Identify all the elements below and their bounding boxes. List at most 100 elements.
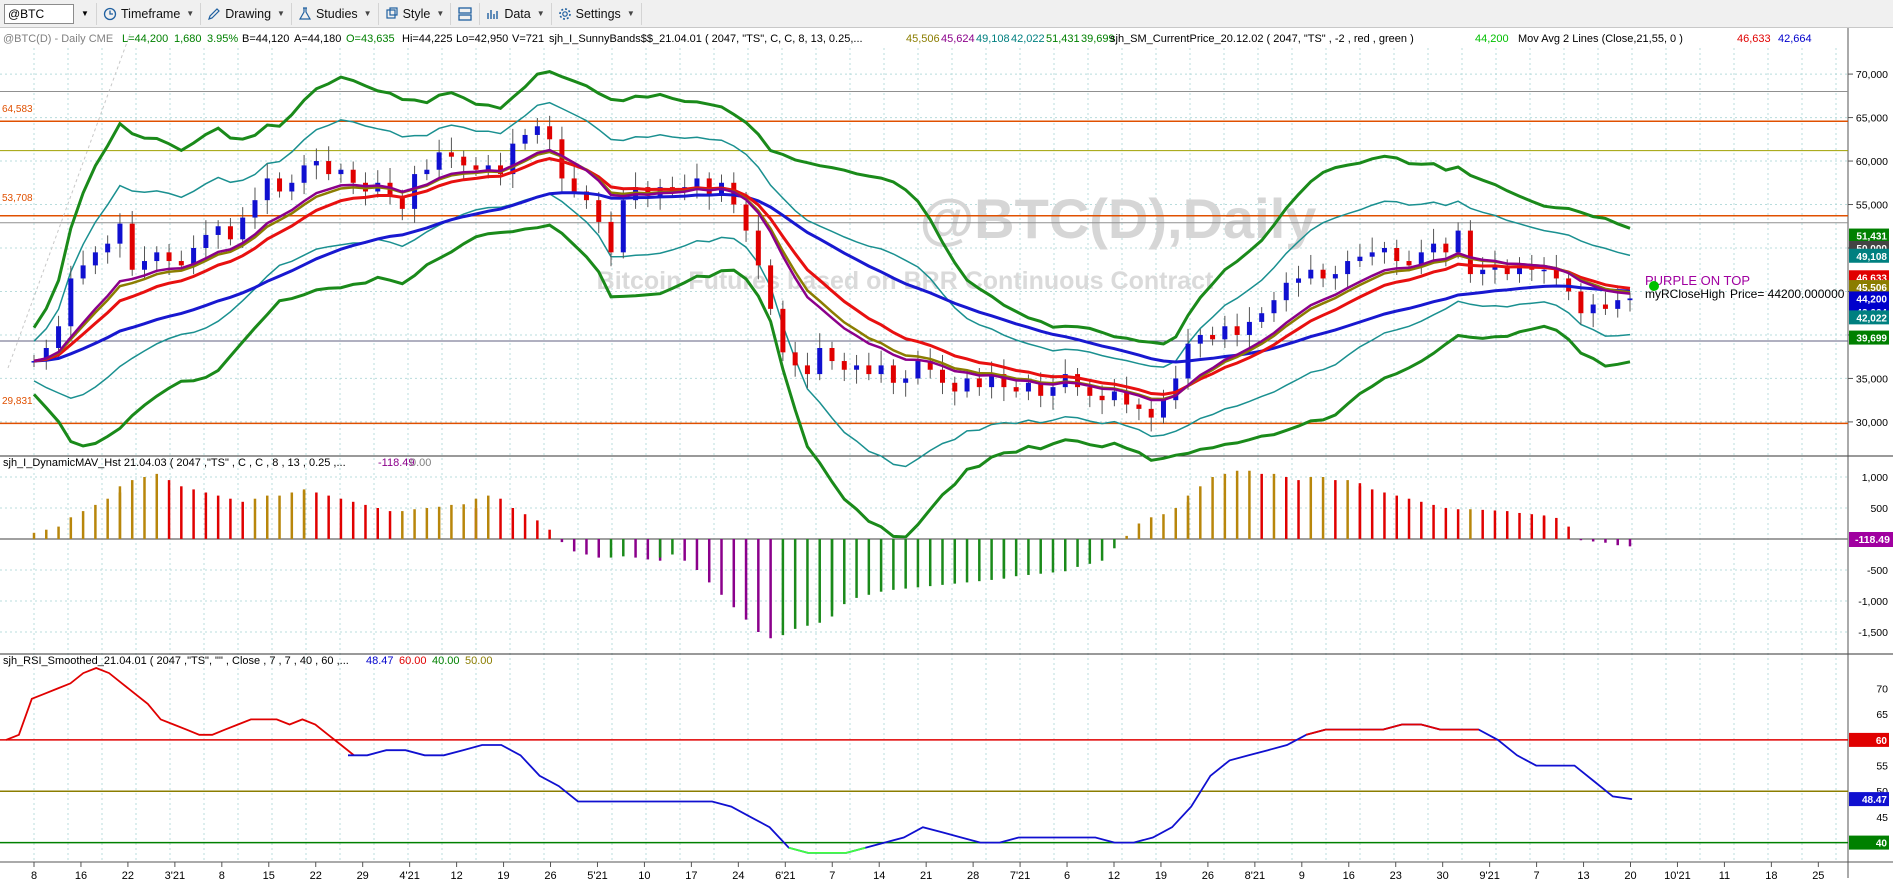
candle-body [313,161,319,166]
data-button[interactable]: Data ▼ [480,2,552,25]
histogram-last-badge-text: -118.49 [1855,534,1890,546]
candle-body [976,378,982,388]
candle-body [240,217,246,240]
rsi-lines [0,667,1848,854]
status-ask: A=44,180 [294,33,341,45]
candle-body [1001,374,1007,388]
price-badge-text: 42,022 [1856,313,1887,324]
ma-slow-line [33,191,1631,364]
candle-body [301,165,307,183]
candle-body [277,178,283,192]
candle-body [1418,252,1424,266]
date-label: 15 [263,870,275,882]
candle-body [596,200,602,222]
line-label-mid: 53,708 [2,193,33,204]
candle-body [694,178,700,188]
candle-body [620,200,626,253]
price-badge-text: 51,431 [1856,232,1887,243]
settings-label: Settings [575,6,621,21]
status-pct: 3.95% [207,33,238,45]
date-label: 21 [920,870,932,882]
price-pane[interactable] [0,28,1848,456]
current-price-label: myRCloseHigh [1645,287,1725,301]
candle-body [1615,300,1621,309]
date-label: 13 [1577,870,1589,882]
candle-body [1541,269,1547,272]
studies-button[interactable]: Studies ▼ [292,2,379,25]
candle-body [583,191,589,201]
date-label: 8'21 [1245,870,1265,882]
study3-value: 46,633 [1737,33,1771,45]
candle-body [903,378,909,383]
drawing-button[interactable]: Drawing ▼ [201,2,292,25]
study3-name: Mov Avg 2 Lines (Close,21,55, 0 ) [1518,33,1683,45]
date-label: 19 [497,870,509,882]
histogram-last-badge [1849,532,1893,547]
rsi-tick-label: 65 [1876,709,1888,721]
candle-body [117,223,123,244]
date-label: 30 [1437,870,1449,882]
rsi-tick-label: 45 [1876,812,1888,824]
candle-body [1271,300,1277,314]
date-label: 10'21 [1664,870,1691,882]
candle-body [1517,265,1523,275]
status-last: L=44,200 [122,33,168,45]
status-high: Hi=44,225 [402,33,452,45]
style-button[interactable]: Style ▼ [379,2,452,25]
candle-body [952,382,958,392]
chart-canvas[interactable]: @BTC(D),Daily Bitcoin Futures based on B… [0,28,1893,883]
candle-body [1246,321,1252,335]
date-label: 12 [450,870,462,882]
candle-body [92,252,98,266]
study1-values: 45,506 45,624 49,108 42,022 51,431 39,699 [906,33,1115,45]
date-label: 7 [1534,870,1540,882]
rsi-line-oversold [788,846,866,854]
candle-body [1394,248,1400,262]
price-badge-text: 46,633 [1856,273,1887,284]
candle-body [1148,408,1154,418]
candle-body [1111,391,1117,401]
caret-icon: ▼ [436,9,445,18]
candle-body [571,178,577,192]
candle-body [1173,378,1179,401]
histogram-axis[interactable]: 1,0005000-500-1,000-1,500 [1858,472,1888,639]
date-label: 11 [1719,870,1730,882]
price-tick-label: 35,000 [1856,373,1888,385]
symbol-input[interactable]: @BTC [4,3,74,24]
date-label: 6'21 [775,870,795,882]
study1-value: 51,431 [1046,33,1080,45]
candle-body [608,221,614,253]
candle-body [1075,374,1081,388]
settings-button[interactable]: Settings ▼ [552,2,642,25]
date-label: 28 [967,870,979,882]
candle-body [412,174,418,209]
purple-on-top-label: PURPLE ON TOP [1645,273,1750,288]
candle-body [141,261,147,270]
symbol-text: @BTC [8,6,45,21]
layout-button[interactable] [451,2,481,25]
candle-body [743,204,749,231]
rsi-value: 40.00 [432,655,460,667]
timeframe-label: Timeframe [121,6,181,21]
date-label: 17 [685,870,697,882]
date-label: 14 [873,870,885,882]
candle-body [890,365,896,383]
symbol-dropdown-button[interactable]: ▼ [74,2,97,25]
candle-body [645,187,651,196]
candle-body [1099,395,1105,401]
candle-body [448,152,454,157]
line-label-high: 64,583 [2,104,33,115]
candle-body [326,161,332,175]
gear-icon [558,7,571,20]
candle-body [1357,256,1363,262]
candle-body [927,361,933,370]
histogram-pane[interactable] [0,456,1848,654]
date-label: 26 [544,870,556,882]
timeframe-button[interactable]: Timeframe ▼ [97,2,202,25]
date-axis[interactable]: 8 16 22 3'21 8 15 22 29 4'21 12 19 26 5'21 10 17 24 6'21… [31,862,1825,882]
candle-body [227,226,233,240]
candle-body [350,169,356,183]
candle-body [854,365,860,370]
trend-line[interactable] [7,33,131,369]
